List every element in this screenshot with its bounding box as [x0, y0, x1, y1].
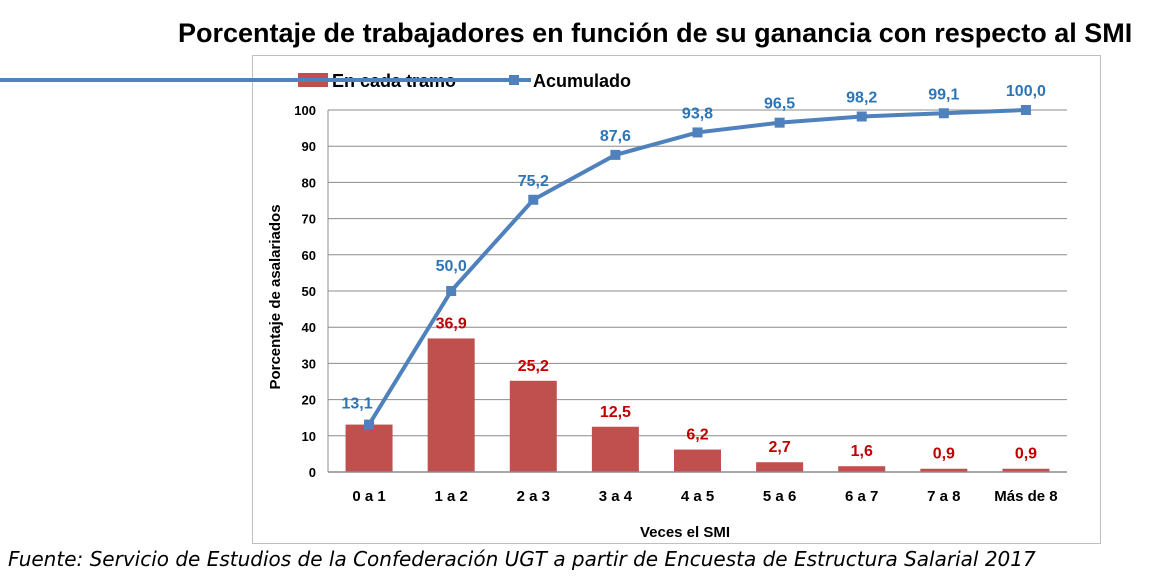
- line-data-label: 98,2: [846, 90, 877, 107]
- y-axis-title: Porcentaje de asalariados: [267, 204, 284, 389]
- legend-marker: [509, 75, 519, 85]
- line-data-label: 87,6: [600, 128, 631, 145]
- bar: [509, 380, 557, 472]
- line-data-label: 100,0: [1006, 83, 1046, 100]
- y-tick-label: 90: [302, 139, 316, 154]
- bar-data-label: 1,6: [851, 443, 873, 460]
- x-tick-label: 0 a 1: [352, 488, 385, 505]
- line-marker: [692, 127, 703, 138]
- line-data-label: 75,2: [518, 173, 549, 190]
- bar: [345, 424, 393, 472]
- line-marker: [1020, 105, 1031, 115]
- y-tick-label: 30: [302, 356, 316, 371]
- x-tick-label: Más de 8: [994, 488, 1057, 505]
- axes: 0 10 20 30 40 50 60 70 80 90 100 0 a 1 1 a 2 2 a 3 3 a…: [294, 103, 1067, 505]
- y-tick-label: 20: [302, 393, 316, 408]
- x-tick-label: 2 a 3: [517, 488, 550, 505]
- bar-data-label: 0,9: [933, 446, 955, 463]
- line-marker: [938, 108, 949, 119]
- y-tick-label: 80: [302, 175, 316, 190]
- line-marker: [774, 117, 785, 128]
- line-data-label: 13,1: [341, 396, 372, 413]
- bar: [1002, 468, 1050, 472]
- bar-data-label: 36,9: [436, 315, 467, 332]
- x-tick-label: 3 a 4: [599, 488, 633, 505]
- legend: En cada tramo Acumulado: [0, 71, 631, 91]
- line-data-label: 96,5: [764, 96, 795, 113]
- line-marker: [364, 419, 375, 430]
- bar-data-label: 6,2: [686, 427, 708, 444]
- bar: [920, 468, 968, 472]
- chart-title: Porcentaje de trabajadores en función de…: [178, 18, 1133, 48]
- bar: [756, 462, 804, 472]
- x-tick-label: 4 a 5: [681, 488, 714, 505]
- bar-data-label: 0,9: [1015, 446, 1037, 463]
- y-tick-label: 70: [302, 212, 316, 227]
- source-note: Fuente: Servicio de Estudios de la Confe…: [8, 547, 1036, 571]
- line-series: [364, 105, 1031, 430]
- bar-data-label: 12,5: [600, 404, 631, 421]
- x-tick-label: 6 a 7: [845, 488, 878, 505]
- line-data-label: 50,0: [436, 258, 467, 275]
- y-tick-label: 50: [302, 284, 316, 299]
- y-tick-label: 0: [309, 465, 316, 480]
- bar-data-label: 25,2: [518, 358, 549, 375]
- line-data-label: 93,8: [682, 105, 713, 122]
- x-tick-label: 7 a 8: [927, 488, 960, 505]
- bar: [591, 426, 639, 472]
- x-axis-title: Veces el SMI: [640, 524, 730, 541]
- data-labels: 36,9 25,2 12,5 6,2 2,7 1,6 0,9 0,9 13,1 50,0 75,2 8…: [341, 83, 1046, 463]
- legend-label-line: Acumulado: [533, 71, 631, 91]
- y-tick-label: 100: [294, 103, 316, 118]
- line-marker: [528, 194, 539, 205]
- bar: [838, 466, 886, 472]
- y-tick-label: 60: [302, 248, 316, 263]
- bar: [427, 338, 475, 472]
- x-tick-label: 1 a 2: [434, 488, 467, 505]
- bar: [674, 449, 721, 472]
- bars: [345, 338, 1050, 472]
- bar-data-label: 2,7: [768, 439, 790, 456]
- y-tick-label: 40: [302, 320, 316, 335]
- line-data-label: 99,1: [928, 86, 959, 103]
- line-marker: [446, 286, 457, 296]
- line-marker: [610, 149, 621, 160]
- chart-frame: [252, 55, 1101, 544]
- x-tick-label: 5 a 6: [763, 488, 796, 505]
- y-tick-label: 10: [302, 429, 316, 444]
- line-marker: [856, 111, 867, 122]
